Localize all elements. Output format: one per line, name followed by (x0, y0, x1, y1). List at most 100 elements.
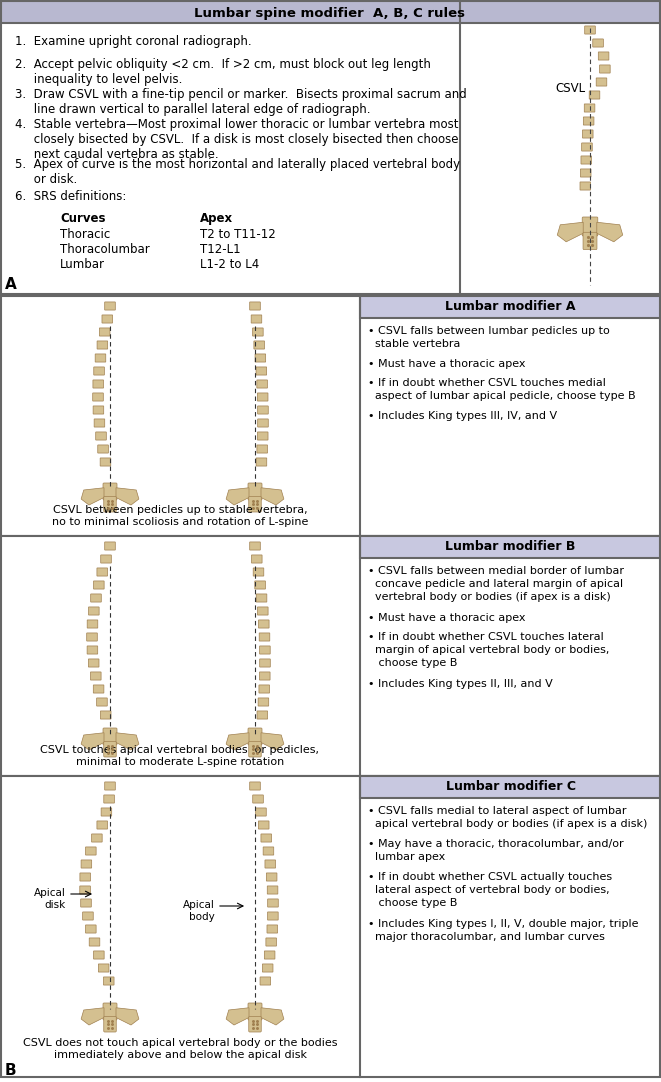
FancyBboxPatch shape (94, 419, 104, 427)
FancyBboxPatch shape (97, 821, 108, 829)
Polygon shape (116, 1007, 139, 1025)
FancyBboxPatch shape (253, 328, 263, 337)
FancyBboxPatch shape (251, 555, 262, 563)
FancyBboxPatch shape (104, 782, 115, 790)
FancyBboxPatch shape (104, 542, 115, 550)
FancyBboxPatch shape (593, 39, 603, 47)
Text: 6.  SRS definitions:: 6. SRS definitions: (15, 190, 126, 203)
Text: • If in doubt whether CSVL touches medial
  aspect of lumbar apical pedicle, cho: • If in doubt whether CSVL touches media… (368, 378, 636, 401)
FancyBboxPatch shape (600, 65, 610, 74)
FancyBboxPatch shape (85, 925, 96, 933)
Text: • If in doubt whether CSVL actually touches
  lateral aspect of vertebral body o: • If in doubt whether CSVL actually touc… (368, 872, 612, 909)
FancyBboxPatch shape (580, 182, 590, 190)
FancyBboxPatch shape (91, 594, 101, 602)
Text: Curves: Curves (60, 212, 106, 225)
FancyBboxPatch shape (248, 1003, 262, 1020)
FancyBboxPatch shape (98, 964, 109, 972)
FancyBboxPatch shape (97, 568, 108, 576)
FancyBboxPatch shape (258, 419, 268, 427)
FancyBboxPatch shape (93, 685, 104, 694)
FancyBboxPatch shape (266, 873, 277, 881)
FancyBboxPatch shape (251, 315, 262, 324)
Text: 2.  Accept pelvic obliquity <2 cm.  If >2 cm, must block out leg length
     ine: 2. Accept pelvic obliquity <2 cm. If >2 … (15, 58, 431, 85)
FancyBboxPatch shape (80, 886, 91, 894)
Text: CSVL between pedicles up to stable vertebra,
no to minimal scoliosis and rotatio: CSVL between pedicles up to stable verte… (52, 505, 308, 527)
FancyBboxPatch shape (248, 728, 262, 745)
FancyBboxPatch shape (103, 1003, 117, 1020)
Bar (1, 1, 660, 23)
FancyBboxPatch shape (249, 497, 261, 512)
Text: T12-L1: T12-L1 (200, 243, 241, 256)
Text: Apical
disk: Apical disk (34, 888, 66, 910)
FancyBboxPatch shape (263, 847, 274, 855)
FancyBboxPatch shape (254, 341, 264, 349)
Bar (1, 536, 660, 776)
FancyBboxPatch shape (98, 445, 108, 453)
FancyBboxPatch shape (258, 607, 268, 615)
FancyBboxPatch shape (92, 834, 102, 842)
FancyBboxPatch shape (253, 795, 263, 803)
FancyBboxPatch shape (253, 568, 264, 576)
Text: Lumbar modifier C: Lumbar modifier C (446, 780, 576, 793)
Text: 3.  Draw CSVL with a fine-tip pencil or marker.  Bisects proximal sacrum and
   : 3. Draw CSVL with a fine-tip pencil or m… (15, 88, 467, 116)
Text: • Includes King types III, IV, and V: • Includes King types III, IV, and V (368, 411, 557, 421)
FancyBboxPatch shape (258, 698, 269, 707)
FancyBboxPatch shape (584, 117, 594, 126)
FancyBboxPatch shape (83, 912, 93, 920)
Polygon shape (226, 488, 249, 505)
FancyBboxPatch shape (85, 847, 96, 855)
FancyBboxPatch shape (87, 620, 98, 628)
FancyBboxPatch shape (99, 328, 110, 337)
Text: • CSVL falls between lumbar pedicles up to
  stable vertebra: • CSVL falls between lumbar pedicles up … (368, 326, 609, 349)
Bar (360, 296, 660, 318)
FancyBboxPatch shape (94, 951, 104, 959)
FancyBboxPatch shape (596, 78, 607, 87)
Text: CSVL: CSVL (555, 81, 585, 94)
FancyBboxPatch shape (102, 315, 112, 324)
FancyBboxPatch shape (257, 711, 268, 720)
FancyBboxPatch shape (96, 432, 106, 440)
FancyBboxPatch shape (91, 672, 101, 681)
FancyBboxPatch shape (584, 104, 595, 113)
Text: Apical
body: Apical body (183, 900, 215, 922)
FancyBboxPatch shape (81, 860, 92, 868)
FancyBboxPatch shape (260, 646, 270, 654)
FancyBboxPatch shape (256, 808, 266, 816)
FancyBboxPatch shape (260, 672, 270, 681)
FancyBboxPatch shape (250, 782, 260, 790)
Text: CSVL touches apical vertebral bodies  or pedicles,
minimal to moderate L-spine r: CSVL touches apical vertebral bodies or … (40, 745, 319, 767)
FancyBboxPatch shape (255, 354, 266, 362)
FancyBboxPatch shape (97, 341, 108, 349)
FancyBboxPatch shape (266, 938, 276, 946)
Bar (1, 776, 660, 1077)
FancyBboxPatch shape (268, 899, 278, 907)
FancyBboxPatch shape (81, 899, 91, 907)
FancyBboxPatch shape (93, 380, 104, 388)
Polygon shape (261, 1007, 284, 1025)
FancyBboxPatch shape (256, 458, 267, 466)
FancyBboxPatch shape (267, 886, 278, 894)
Polygon shape (261, 488, 284, 505)
Text: • CSVL falls between medial border of lumbar
  concave pedicle and lateral margi: • CSVL falls between medial border of lu… (368, 566, 624, 603)
Text: Lumbar spine modifier  A, B, C rules: Lumbar spine modifier A, B, C rules (194, 6, 465, 19)
FancyBboxPatch shape (257, 432, 268, 440)
FancyBboxPatch shape (100, 458, 111, 466)
FancyBboxPatch shape (265, 860, 276, 868)
FancyBboxPatch shape (80, 873, 91, 881)
Text: Lumbar modifier A: Lumbar modifier A (446, 301, 576, 314)
FancyBboxPatch shape (259, 633, 270, 641)
Text: • Includes King types I, II, V, double major, triple
  major thoracolumbar, and : • Includes King types I, II, V, double m… (368, 919, 639, 942)
FancyBboxPatch shape (260, 977, 270, 985)
FancyBboxPatch shape (589, 91, 600, 100)
Polygon shape (597, 222, 623, 241)
FancyBboxPatch shape (103, 977, 114, 985)
Text: 5.  Apex of curve is the most horizontal and laterally placed vertebral body
   : 5. Apex of curve is the most horizontal … (15, 158, 460, 186)
FancyBboxPatch shape (249, 741, 261, 757)
Polygon shape (81, 488, 104, 505)
Text: • Must have a thoracic apex: • Must have a thoracic apex (368, 613, 525, 623)
FancyBboxPatch shape (97, 698, 107, 707)
FancyBboxPatch shape (259, 685, 270, 694)
Text: • If in doubt whether CSVL touches lateral
  margin of apical vertebral body or : • If in doubt whether CSVL touches later… (368, 632, 609, 669)
FancyBboxPatch shape (257, 393, 268, 401)
FancyBboxPatch shape (249, 1016, 261, 1032)
